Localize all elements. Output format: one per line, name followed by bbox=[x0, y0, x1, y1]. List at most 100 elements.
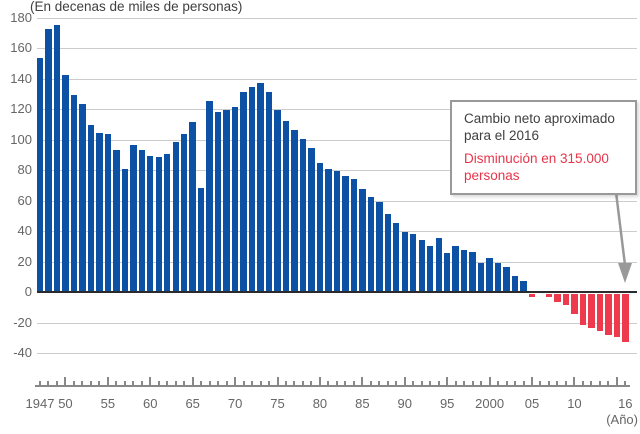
bar bbox=[562, 294, 570, 305]
bar bbox=[104, 134, 112, 293]
bar bbox=[87, 125, 95, 293]
bar bbox=[520, 280, 527, 293]
bar bbox=[469, 251, 476, 293]
x-axis-tick bbox=[335, 381, 338, 386]
bar bbox=[274, 110, 281, 293]
x-axis-tick bbox=[497, 381, 500, 386]
x-axis-tick-label: 1947 bbox=[25, 396, 55, 411]
x-axis-tick bbox=[488, 377, 491, 386]
x-axis-tick bbox=[174, 381, 177, 386]
bar bbox=[172, 142, 179, 293]
y-axis-tick-label: 40 bbox=[17, 223, 32, 238]
x-axis-tick bbox=[539, 381, 542, 386]
x-axis-tick-label: 75 bbox=[270, 396, 285, 411]
gridline bbox=[37, 17, 637, 19]
zero-line bbox=[37, 291, 637, 293]
bar bbox=[554, 294, 561, 302]
bar bbox=[189, 122, 196, 293]
bar bbox=[477, 262, 485, 293]
y-axis-tick-label: 80 bbox=[17, 162, 32, 177]
bar bbox=[147, 155, 154, 293]
annotation-arrow-icon bbox=[613, 183, 632, 283]
x-axis-tick-label: 65 bbox=[185, 396, 200, 411]
annotation-highlight-text: Disminución en 315.000 personas bbox=[464, 151, 609, 183]
bar bbox=[460, 250, 468, 293]
bar bbox=[359, 189, 366, 293]
bar bbox=[79, 103, 86, 293]
bar bbox=[138, 149, 145, 293]
bar bbox=[410, 233, 417, 293]
x-axis-tick bbox=[624, 381, 627, 386]
x-axis-tick bbox=[208, 381, 211, 386]
bar bbox=[291, 129, 298, 293]
x-axis-tick bbox=[420, 381, 423, 386]
x-axis-tick bbox=[132, 381, 135, 386]
x-axis-tick bbox=[369, 381, 372, 386]
x-axis-tick bbox=[47, 381, 50, 386]
y-axis-tick-label: -20 bbox=[13, 314, 32, 330]
y-axis-tick-label: 60 bbox=[17, 192, 32, 208]
x-axis-tick bbox=[200, 381, 203, 386]
x-axis-tick bbox=[463, 381, 466, 386]
bar bbox=[316, 163, 324, 293]
bar bbox=[70, 94, 78, 293]
x-axis-tick bbox=[395, 381, 398, 386]
x-axis-tick bbox=[251, 381, 254, 386]
bar bbox=[596, 294, 604, 331]
x-axis-tick bbox=[446, 377, 449, 386]
bar bbox=[503, 267, 510, 293]
x-axis-tick bbox=[89, 381, 92, 386]
bar bbox=[45, 29, 52, 293]
bar bbox=[342, 175, 349, 293]
x-axis-tick bbox=[234, 377, 237, 386]
bar bbox=[121, 169, 129, 293]
x-axis-tick bbox=[471, 381, 474, 386]
bar bbox=[333, 171, 341, 293]
x-axis-tick bbox=[598, 381, 601, 386]
x-axis-tick bbox=[98, 381, 101, 386]
x-axis-tick bbox=[293, 381, 296, 386]
x-axis-tick-label: 95 bbox=[439, 396, 455, 411]
x-axis-tick bbox=[412, 381, 415, 386]
bar bbox=[511, 276, 519, 293]
x-axis-tick bbox=[514, 381, 517, 386]
x-axis-tick bbox=[556, 381, 559, 386]
bar bbox=[36, 58, 44, 293]
bar bbox=[376, 201, 383, 293]
bar bbox=[62, 74, 69, 293]
x-axis-tick-label: 90 bbox=[397, 396, 412, 411]
bar bbox=[613, 294, 621, 337]
bar bbox=[427, 245, 434, 293]
y-axis-tick-label: -40 bbox=[13, 345, 32, 360]
x-axis-tick bbox=[301, 381, 304, 386]
bar bbox=[223, 110, 230, 293]
bar bbox=[282, 120, 290, 293]
x-axis-tick-label: 16 bbox=[618, 396, 633, 411]
bar bbox=[367, 196, 375, 293]
x-axis-tick-label: 85 bbox=[355, 396, 370, 411]
y-axis-tick-label: 100 bbox=[10, 131, 32, 147]
gridline bbox=[37, 170, 637, 171]
bar bbox=[257, 82, 264, 293]
bar bbox=[214, 111, 222, 293]
x-axis-tick bbox=[115, 381, 118, 386]
x-axis-tick bbox=[55, 381, 58, 386]
y-axis-tick-label: 180 bbox=[10, 9, 32, 25]
x-axis-tick bbox=[505, 381, 508, 386]
y-axis-tick-label: 160 bbox=[10, 40, 32, 55]
x-axis-tick bbox=[166, 381, 169, 386]
x-axis-tick bbox=[352, 381, 355, 386]
x-axis-tick bbox=[140, 381, 143, 386]
x-axis-tick bbox=[480, 381, 483, 386]
x-axis-tick bbox=[183, 381, 186, 386]
bar bbox=[435, 238, 442, 293]
bar bbox=[197, 187, 205, 293]
x-axis-tick bbox=[285, 381, 287, 386]
x-axis-tick bbox=[72, 381, 75, 386]
x-axis-tick bbox=[64, 377, 67, 386]
x-axis-tick bbox=[607, 381, 610, 386]
x-axis-tick-label: 10 bbox=[567, 396, 582, 411]
x-axis-tick-label: 50 bbox=[58, 396, 73, 411]
x-axis-tick bbox=[590, 381, 593, 386]
x-axis-tick bbox=[454, 381, 457, 386]
